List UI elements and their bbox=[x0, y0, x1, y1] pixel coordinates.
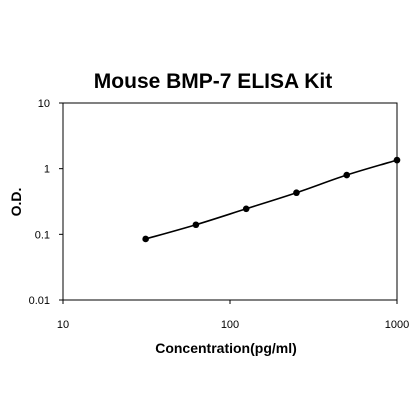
y-tick-label: 0.1 bbox=[35, 229, 50, 241]
plot-frame bbox=[62, 102, 398, 301]
fit-curve bbox=[145, 159, 398, 240]
y-tick-label: 1 bbox=[44, 164, 50, 176]
tick-labels: 10 100 1000 0.01 0.1 1 10 bbox=[29, 98, 410, 331]
data-point bbox=[142, 235, 149, 243]
y-tick-label: 0.01 bbox=[29, 295, 50, 307]
data-point bbox=[242, 205, 250, 213]
x-tick-label: 100 bbox=[221, 319, 239, 331]
data-point bbox=[393, 156, 401, 164]
x-axis-label: Concentration(pg/ml) bbox=[155, 340, 297, 356]
data-point bbox=[192, 221, 200, 229]
chart-title: Mouse BMP-7 ELISA Kit bbox=[94, 70, 332, 93]
axis-ticks bbox=[59, 102, 398, 304]
x-tick-label: 1000 bbox=[385, 319, 409, 331]
data-points bbox=[142, 156, 401, 243]
data-point bbox=[343, 171, 351, 179]
data-point bbox=[293, 189, 300, 197]
y-axis-label: O.D. bbox=[8, 188, 24, 217]
x-tick-label: 10 bbox=[57, 319, 69, 331]
y-tick-label: 10 bbox=[38, 98, 50, 110]
